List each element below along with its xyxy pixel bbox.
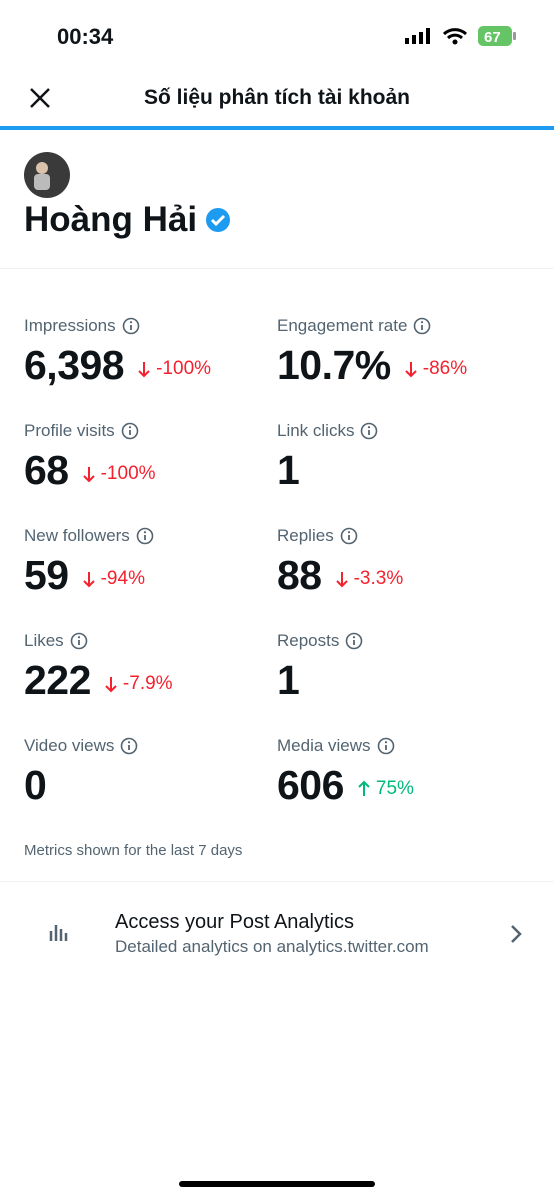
- trend-arrow: [138, 362, 150, 378]
- metric-value: 0: [24, 762, 47, 808]
- metric-change-text: -94%: [100, 568, 145, 589]
- metric-change: 75%: [356, 778, 414, 800]
- metric-value-row: 68 -100%: [24, 447, 156, 494]
- info-icon: [122, 317, 139, 335]
- metric-value: 1: [277, 447, 300, 493]
- metric-label-text: Replies: [277, 526, 334, 545]
- metric-label: Profile visits: [24, 421, 139, 441]
- metrics-note: Metrics shown for the last 7 days: [24, 842, 243, 859]
- info-icon: [121, 737, 138, 755]
- metric-value: 88: [277, 552, 322, 598]
- close-button[interactable]: [28, 86, 52, 110]
- metric-value: 10.7%: [277, 342, 391, 388]
- metric-change-text: -100%: [100, 463, 156, 484]
- metric-label: Impressions: [24, 316, 140, 336]
- metric-value: 1: [277, 657, 300, 703]
- metric-change: -3.3%: [334, 568, 404, 590]
- metric-change: -7.9%: [103, 673, 173, 695]
- metric-value-row: 88 -3.3%: [277, 552, 403, 599]
- trend-arrow: [82, 572, 95, 588]
- trend-arrow: [335, 572, 348, 588]
- analytics-icon: [49, 925, 68, 941]
- link-title: Access your Post Analytics: [115, 911, 354, 933]
- metric-label-text: New followers: [24, 526, 130, 545]
- status-icons: 67: [405, 26, 516, 46]
- info-icon: [340, 527, 358, 545]
- metric-label: Likes: [24, 631, 88, 651]
- metric-change-text: -100%: [156, 358, 212, 379]
- metric-value: 6,398: [24, 342, 125, 388]
- trend-arrow: [405, 362, 417, 378]
- metric-label: Engagement rate: [277, 316, 431, 336]
- metric-value: 68: [24, 447, 69, 493]
- metric-value-row: 6,398 -100%: [24, 342, 211, 389]
- metric-label-text: Engagement rate: [277, 316, 408, 335]
- metric-label-text: Impressions: [24, 316, 116, 335]
- info-icon: [136, 527, 154, 545]
- trend-arrow: [82, 467, 95, 483]
- metric-label-text: Video views: [24, 736, 115, 755]
- metric-value-row: 0: [24, 762, 47, 809]
- metric-label: Link clicks: [277, 421, 378, 441]
- metric-change: -100%: [136, 358, 211, 380]
- metric-change-text: 75%: [375, 778, 414, 799]
- metric-value-row: 222 -7.9%: [24, 657, 173, 704]
- metric-change-text: -86%: [422, 358, 468, 379]
- trend-arrow: [358, 780, 370, 796]
- info-icon: [361, 422, 378, 440]
- info-icon: [70, 632, 87, 650]
- trend-arrow: [105, 677, 117, 693]
- home-indicator: [179, 1181, 375, 1187]
- header-title: Số liệu phân tích tài khoản: [143, 86, 411, 109]
- metric-label: Replies: [277, 526, 358, 546]
- info-icon: [377, 737, 394, 755]
- divider: [0, 881, 554, 882]
- battery-level: 67: [484, 29, 501, 46]
- metric-value-row: 1: [277, 447, 300, 494]
- metric-change-text: -3.3%: [353, 568, 404, 589]
- metric-value-row: 606 75%: [277, 762, 414, 809]
- metric-label-text: Link clicks: [277, 421, 355, 440]
- metric-change-text: -7.9%: [122, 673, 173, 694]
- info-icon: [346, 632, 363, 650]
- metric-change: -86%: [403, 358, 467, 380]
- link-subtitle: Detailed analytics on analytics.twitter.…: [115, 937, 429, 956]
- profile-name-row: Hoàng Hải: [24, 200, 231, 240]
- info-icon: [121, 422, 138, 440]
- metric-value: 59: [24, 552, 69, 598]
- metric-label: Media views: [277, 736, 395, 756]
- metric-value: 222: [24, 657, 91, 703]
- metric-label-text: Profile visits: [24, 421, 115, 440]
- post-analytics-link[interactable]: Access your Post Analytics Detailed anal…: [0, 895, 554, 975]
- divider: [0, 268, 554, 269]
- metric-change: -100%: [81, 463, 156, 485]
- metric-label: Reposts: [277, 631, 363, 651]
- profile-name: Hoàng Hải: [24, 200, 198, 239]
- metric-value-row: 10.7% -86%: [277, 342, 467, 389]
- metric-value: 606: [277, 762, 344, 808]
- metric-label-text: Reposts: [277, 631, 340, 650]
- metric-label: Video views: [24, 736, 138, 756]
- metric-value-row: 1: [277, 657, 300, 704]
- verified-badge: [206, 208, 231, 232]
- info-icon: [414, 317, 431, 335]
- metric-change: -94%: [81, 568, 145, 590]
- avatar: [24, 152, 70, 198]
- metric-value-row: 59 -94%: [24, 552, 145, 599]
- chevron: [511, 925, 522, 943]
- header-underline: [0, 126, 554, 130]
- status-time: 00:34: [57, 24, 114, 49]
- metric-label-text: Likes: [24, 631, 64, 650]
- metric-label-text: Media views: [277, 736, 371, 755]
- metric-label: New followers: [24, 526, 154, 546]
